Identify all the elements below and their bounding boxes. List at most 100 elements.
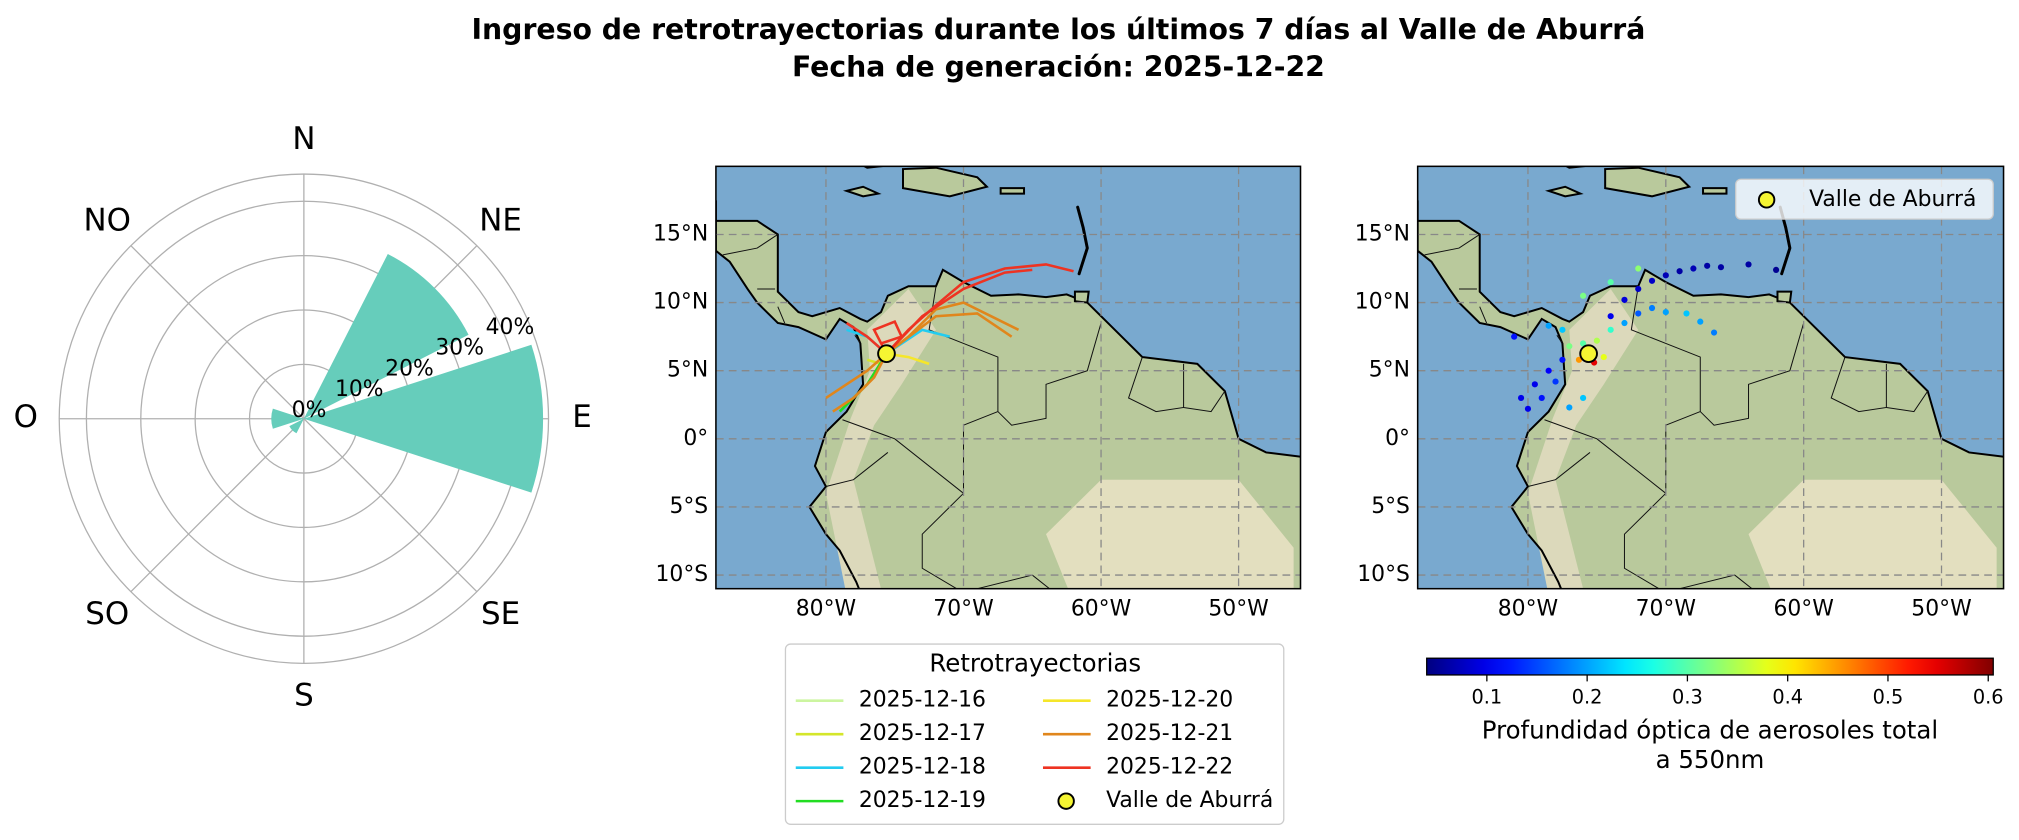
title: Ingreso de retrotrayectorias durante los…	[471, 13, 1645, 46]
aod-point	[1635, 265, 1642, 272]
direction-label: NE	[479, 203, 522, 239]
map-frame	[715, 165, 1302, 590]
radial-grid-line	[303, 418, 478, 593]
rose-bar	[289, 418, 304, 434]
aod-point	[1545, 322, 1552, 329]
aod-point	[1662, 272, 1669, 279]
colorbar-tick-label: 0.3	[1672, 686, 1703, 709]
aod-point	[1531, 381, 1538, 388]
aod-point	[1580, 394, 1587, 402]
y-tick-label: 10°N	[653, 290, 708, 315]
trajectory	[832, 353, 888, 413]
legend-marker	[1757, 191, 1776, 209]
radial-grid-line	[130, 418, 305, 593]
r-tick-label: 10%	[335, 377, 384, 402]
legend-label: 2025-12-19	[859, 788, 986, 813]
aod-point	[1676, 268, 1683, 275]
legend-label: 2025-12-21	[1106, 721, 1233, 746]
x-tick-label: 80°W	[796, 596, 856, 621]
r-tick-label: 30%	[435, 336, 484, 361]
trajectory	[872, 320, 904, 355]
legend-box	[784, 643, 1285, 825]
rose-bar	[303, 344, 544, 493]
aod-point	[1580, 292, 1587, 299]
colorbar-label: a 550nm	[1656, 745, 1765, 774]
legend-marker	[1057, 792, 1075, 810]
x-tick-label: 60°W	[1773, 596, 1833, 621]
aod-point	[1593, 337, 1600, 344]
aod-point	[1621, 319, 1628, 327]
trajectory	[885, 312, 1013, 355]
aod-point	[1607, 326, 1614, 333]
subtitle: Fecha de generación: 2025-12-22	[792, 50, 1325, 83]
rose-bar	[271, 408, 304, 429]
y-tick-label: 0°	[1385, 426, 1410, 451]
aod-point	[1517, 394, 1525, 402]
x-tick-label: 70°W	[1636, 596, 1696, 621]
colorbar-tick-label: 0.1	[1472, 686, 1503, 709]
colorbar-tick-label: 0.2	[1572, 686, 1603, 709]
map-panel	[1417, 166, 2004, 589]
legend-label: 2025-12-20	[1106, 688, 1233, 713]
aod-point	[1566, 404, 1573, 411]
x-tick-label: 70°W	[933, 596, 993, 621]
legend-label: Valle de Aburrá	[1809, 187, 1976, 212]
aod-point	[1580, 340, 1587, 347]
aod-point	[1704, 262, 1711, 269]
direction-label: N	[292, 121, 315, 157]
y-tick-label: 5°N	[667, 358, 708, 383]
y-tick-label: 0°	[683, 426, 708, 451]
colorbar	[1426, 657, 1994, 676]
x-tick-label: 80°W	[1498, 596, 1558, 621]
aod-point	[1607, 313, 1614, 320]
aod-point	[1683, 310, 1690, 317]
trajectory	[825, 352, 888, 400]
direction-label: SO	[85, 596, 129, 632]
rose-bar	[303, 254, 469, 419]
legend-label: 2025-12-17	[859, 721, 986, 746]
aod-point	[1607, 279, 1614, 286]
y-tick-label: 15°N	[1355, 221, 1410, 246]
aod-point	[1773, 266, 1780, 273]
site-marker	[1579, 344, 1598, 364]
colorbar-label: Profundidad óptica de aerosoles total	[1482, 716, 1938, 745]
r-tick-label: 40%	[486, 315, 535, 340]
y-tick-label: 15°N	[653, 221, 708, 246]
aod-point	[1648, 304, 1656, 312]
aod-point	[1717, 264, 1725, 271]
legend-title: Retrotrayectorias	[929, 649, 1141, 678]
x-tick-label: 60°W	[1071, 596, 1131, 621]
radial-grid-line	[130, 245, 305, 420]
aod-point	[1710, 329, 1718, 336]
legend-label: 2025-12-22	[1106, 755, 1233, 780]
colorbar-tick-label: 0.5	[1873, 686, 1904, 709]
direction-label: SE	[481, 596, 520, 632]
aod-point	[1621, 296, 1628, 303]
y-tick-label: 5°S	[1371, 494, 1410, 519]
aod-point	[1545, 367, 1552, 374]
direction-label: O	[14, 399, 38, 435]
r-tick-label: 20%	[385, 356, 434, 381]
x-tick-label: 50°W	[1208, 596, 1268, 621]
aod-point	[1511, 333, 1518, 340]
polar-frame	[58, 173, 550, 665]
colorbar-tick-label: 0.6	[1973, 686, 2004, 709]
aod-point	[1559, 356, 1566, 363]
colorbar-tick-label: 0.4	[1772, 686, 1803, 709]
x-tick-label: 50°W	[1911, 596, 1971, 621]
aod-point	[1559, 326, 1566, 333]
aod-point	[1552, 378, 1559, 385]
y-tick-label: 10°S	[1357, 562, 1410, 587]
site-marker	[877, 344, 896, 364]
direction-label: E	[572, 399, 592, 435]
y-tick-label: 5°S	[669, 494, 708, 519]
direction-label: S	[294, 677, 314, 713]
aod-point	[1566, 343, 1573, 350]
legend-label: 2025-12-16	[859, 688, 986, 713]
r-tick-label: 0%	[292, 398, 327, 423]
direction-label: NO	[83, 203, 130, 239]
aod-point	[1538, 394, 1545, 402]
aod-point	[1662, 309, 1669, 316]
aod-point	[1635, 285, 1642, 293]
